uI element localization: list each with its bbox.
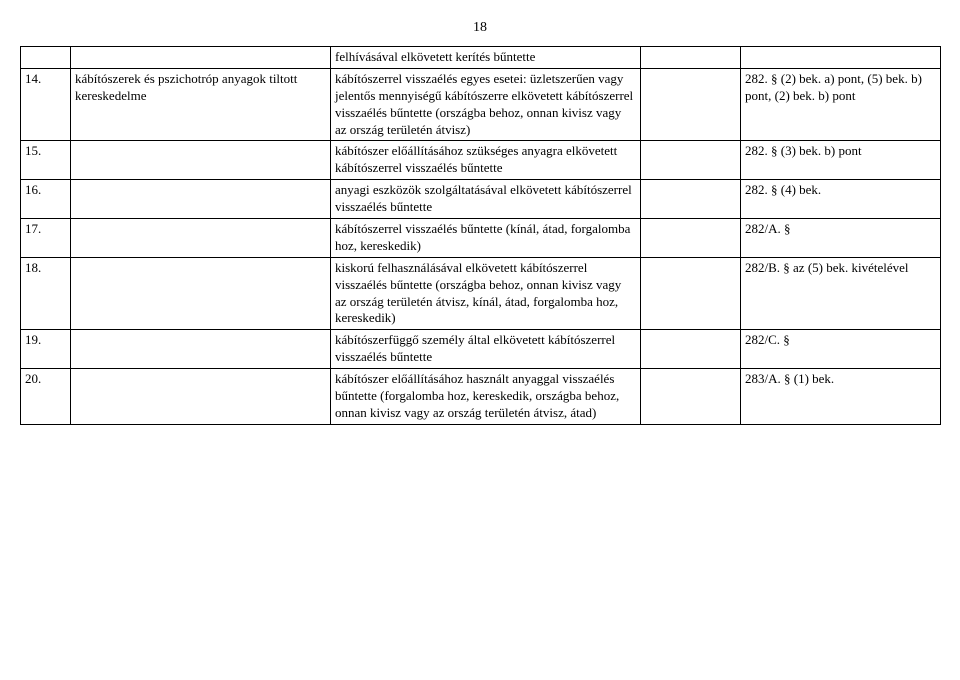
cell-mid — [641, 47, 741, 69]
cell-title — [71, 369, 331, 425]
cell-ref: 282. § (2) bek. a) pont, (5) bek. b) pon… — [741, 68, 941, 141]
cell-main: felhívásával elkövetett kerítés bűntette — [331, 47, 641, 69]
page-number: 18 — [20, 20, 940, 36]
cell-mid — [641, 180, 741, 219]
cell-num: 14. — [21, 68, 71, 141]
cell-mid — [641, 141, 741, 180]
table-row: 19. kábítószerfüggő személy által elköve… — [21, 330, 941, 369]
cell-ref: 282. § (3) bek. b) pont — [741, 141, 941, 180]
table-row: 16. anyagi eszközök szolgáltatásával elk… — [21, 180, 941, 219]
cell-mid — [641, 219, 741, 258]
cell-mid — [641, 369, 741, 425]
cell-ref: 282/A. § — [741, 219, 941, 258]
cell-title — [71, 257, 331, 330]
cell-main: kábítószerrel visszaélés egyes esetei: ü… — [331, 68, 641, 141]
cell-title — [71, 219, 331, 258]
cell-ref: 282/B. § az (5) bek. kivételével — [741, 257, 941, 330]
cell-title — [71, 141, 331, 180]
cell-mid — [641, 68, 741, 141]
cell-ref: 282/C. § — [741, 330, 941, 369]
cell-main: kábítószerrel visszaélés bűntette (kínál… — [331, 219, 641, 258]
cell-main: kábítószerfüggő személy által elkövetett… — [331, 330, 641, 369]
cell-num — [21, 47, 71, 69]
cell-mid — [641, 330, 741, 369]
legal-table: felhívásával elkövetett kerítés bűntette… — [20, 46, 941, 425]
cell-mid — [641, 257, 741, 330]
cell-num: 19. — [21, 330, 71, 369]
cell-num: 18. — [21, 257, 71, 330]
table-row: 15. kábítószer előállításához szükséges … — [21, 141, 941, 180]
cell-title: kábítószerek és pszichotróp anyagok tilt… — [71, 68, 331, 141]
cell-num: 20. — [21, 369, 71, 425]
table-row: 17. kábítószerrel visszaélés bűntette (k… — [21, 219, 941, 258]
cell-main: kábítószer előállításához szükséges anya… — [331, 141, 641, 180]
cell-ref — [741, 47, 941, 69]
table-row: 20. kábítószer előállításához használt a… — [21, 369, 941, 425]
cell-title — [71, 330, 331, 369]
cell-num: 17. — [21, 219, 71, 258]
table-row: 18. kiskorú felhasználásával elkövetett … — [21, 257, 941, 330]
cell-ref: 282. § (4) bek. — [741, 180, 941, 219]
cell-title — [71, 47, 331, 69]
cell-main: kiskorú felhasználásával elkövetett kábí… — [331, 257, 641, 330]
cell-num: 15. — [21, 141, 71, 180]
cell-main: kábítószer előállításához használt anyag… — [331, 369, 641, 425]
table-row: 14. kábítószerek és pszichotróp anyagok … — [21, 68, 941, 141]
cell-main: anyagi eszközök szolgáltatásával elkövet… — [331, 180, 641, 219]
table-row: felhívásával elkövetett kerítés bűntette — [21, 47, 941, 69]
cell-title — [71, 180, 331, 219]
cell-ref: 283/A. § (1) bek. — [741, 369, 941, 425]
cell-num: 16. — [21, 180, 71, 219]
